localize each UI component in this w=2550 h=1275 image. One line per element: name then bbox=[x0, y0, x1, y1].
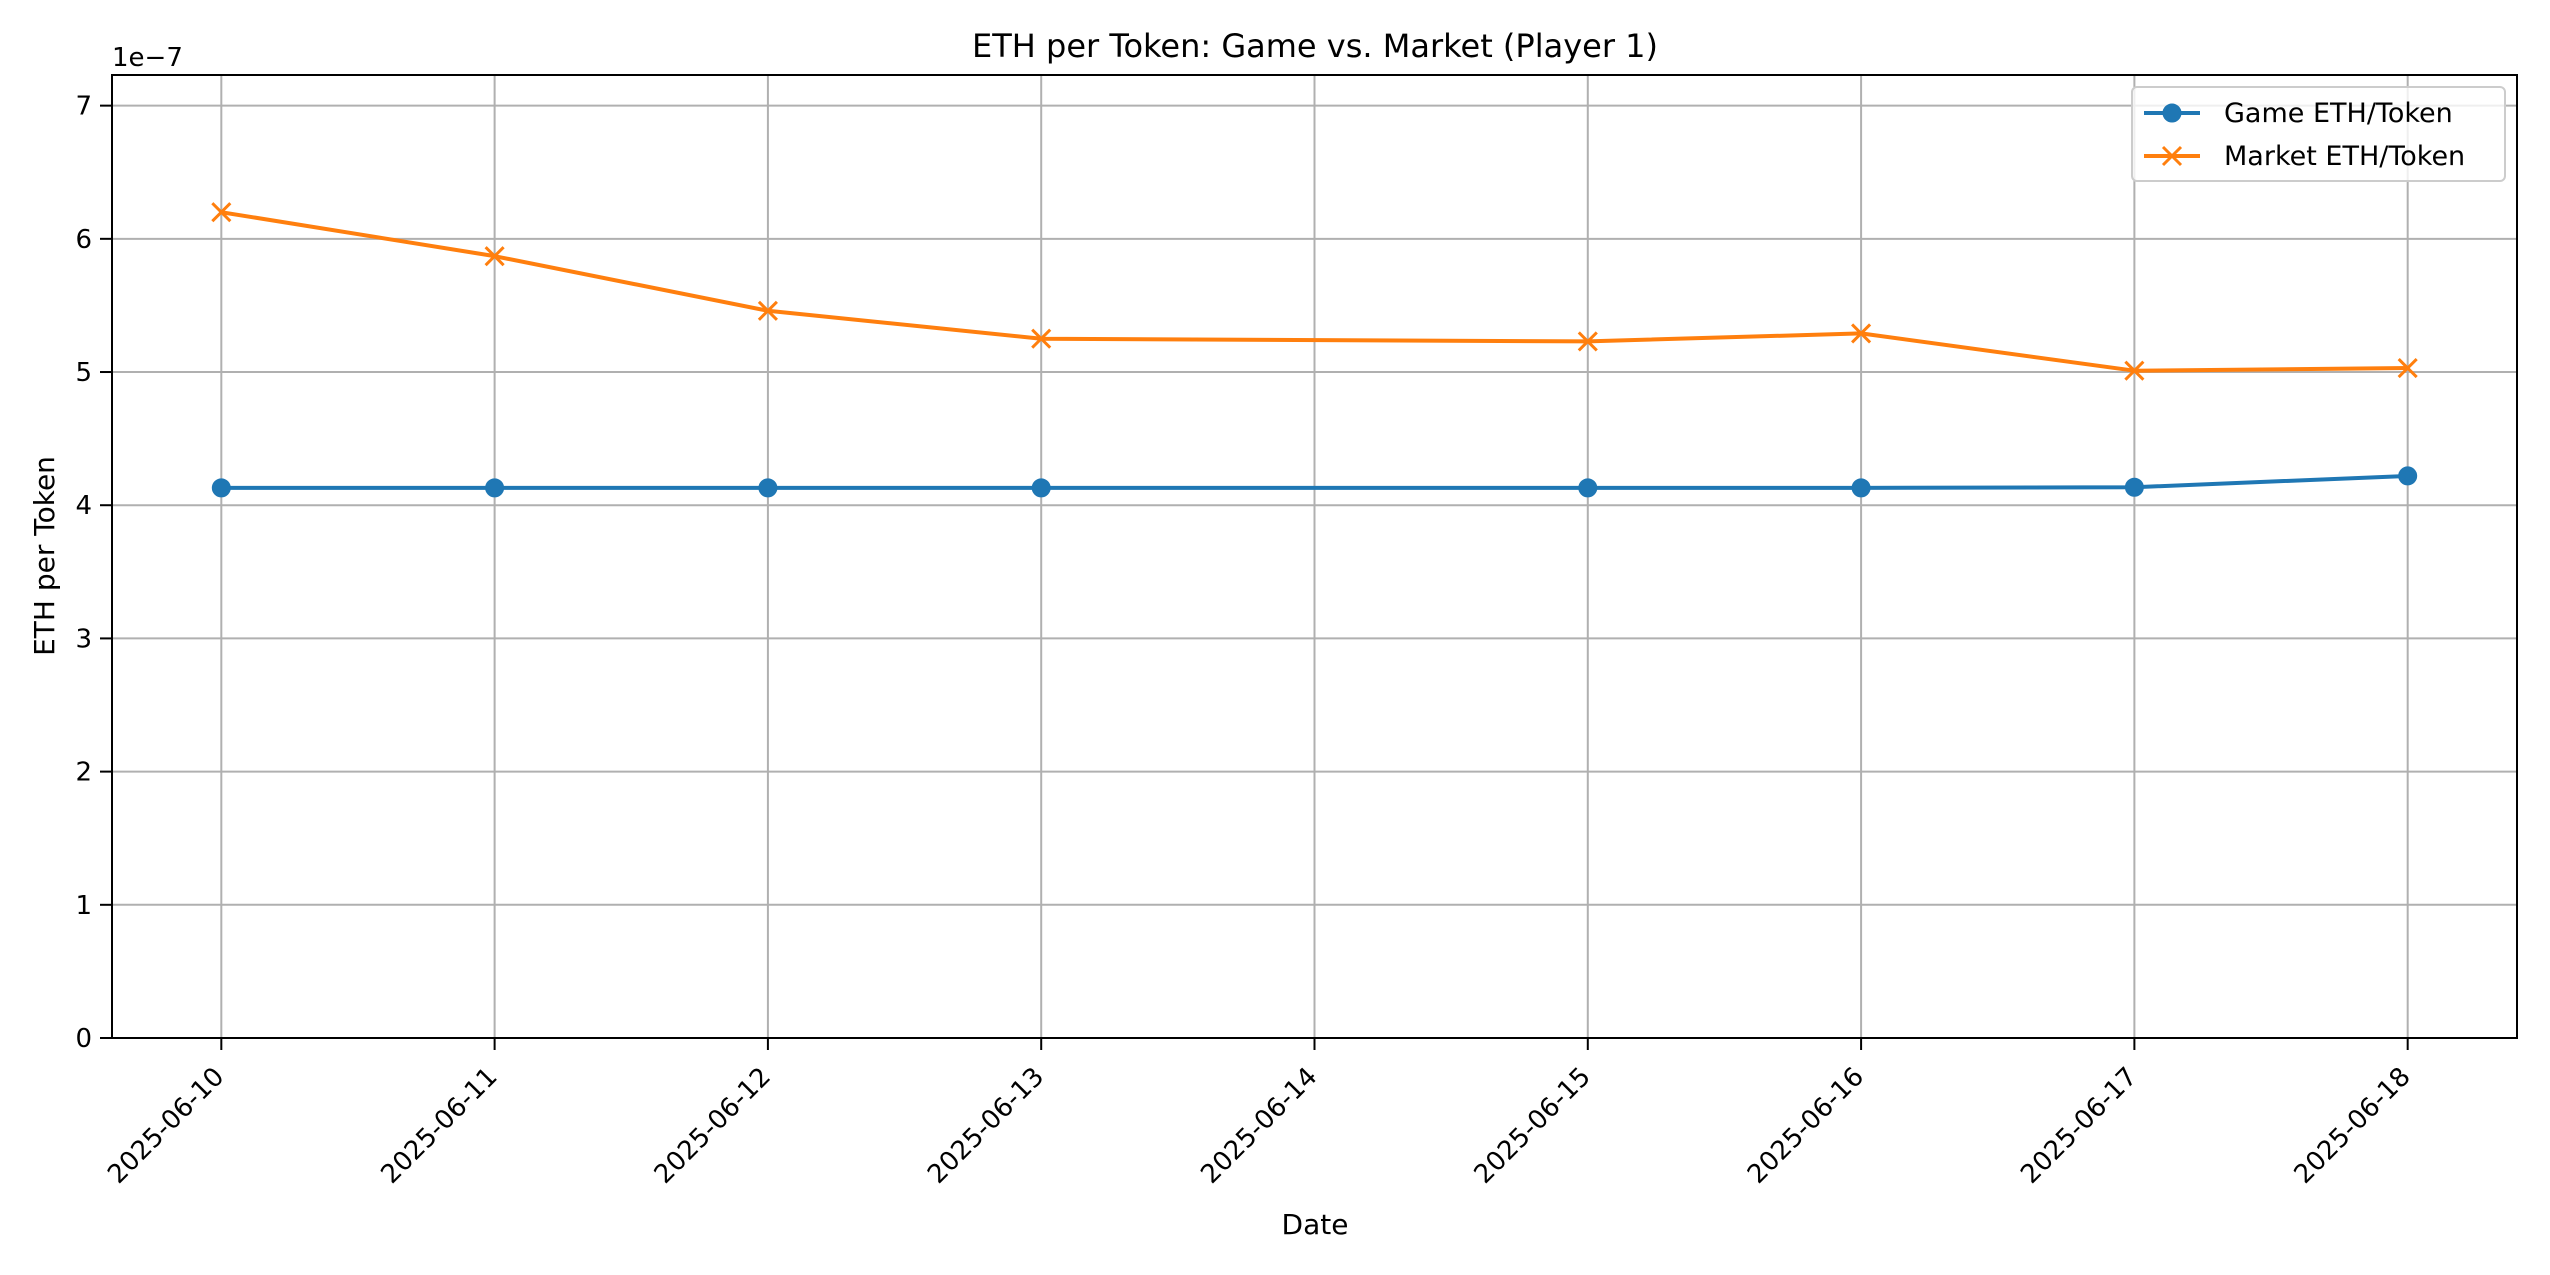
y-offset-label: 1e−7 bbox=[112, 43, 183, 73]
data-point bbox=[1851, 478, 1871, 498]
series-line bbox=[219, 473, 2410, 490]
chart-title: ETH per Token: Game vs. Market (Player 1… bbox=[972, 27, 1658, 65]
y-tick-label: 1 bbox=[75, 891, 92, 921]
data-point bbox=[1031, 478, 1051, 498]
data-point bbox=[2398, 466, 2418, 486]
legend-label: Game ETH/Token bbox=[2224, 98, 2453, 129]
data-point bbox=[1031, 328, 1052, 349]
data-point bbox=[758, 478, 778, 498]
y-axis-label: ETH per Token bbox=[28, 456, 61, 656]
data-point bbox=[485, 478, 505, 498]
data-point bbox=[1577, 331, 1598, 352]
x-axis-label: Date bbox=[1282, 1208, 1349, 1241]
y-tick-label: 0 bbox=[75, 1024, 92, 1054]
y-tick-label: 3 bbox=[75, 624, 92, 654]
series-layer bbox=[211, 202, 2418, 498]
y-tick-label: 5 bbox=[75, 358, 92, 388]
y-tick-label: 4 bbox=[75, 491, 92, 521]
data-point bbox=[1578, 478, 1598, 498]
series-2 bbox=[211, 202, 2418, 381]
data-point bbox=[2124, 360, 2145, 381]
y-tick-label: 6 bbox=[75, 225, 92, 255]
data-point bbox=[2124, 477, 2144, 497]
series-line bbox=[219, 209, 2410, 373]
data-point bbox=[2397, 357, 2418, 379]
data-point bbox=[484, 246, 505, 267]
legend-marker bbox=[2161, 145, 2183, 167]
data-point bbox=[757, 300, 778, 321]
data-point bbox=[211, 478, 231, 498]
legend-box bbox=[2131, 86, 2506, 182]
legend-marker bbox=[2162, 103, 2182, 123]
data-point bbox=[211, 202, 232, 223]
series-1 bbox=[211, 466, 2418, 498]
y-tick-label: 7 bbox=[75, 92, 92, 122]
data-point bbox=[1851, 323, 1872, 344]
legend: Game ETH/Token Market ETH/Token bbox=[2131, 86, 2506, 182]
legend-label: Market ETH/Token bbox=[2224, 141, 2465, 172]
y-tick-label: 2 bbox=[75, 758, 92, 788]
